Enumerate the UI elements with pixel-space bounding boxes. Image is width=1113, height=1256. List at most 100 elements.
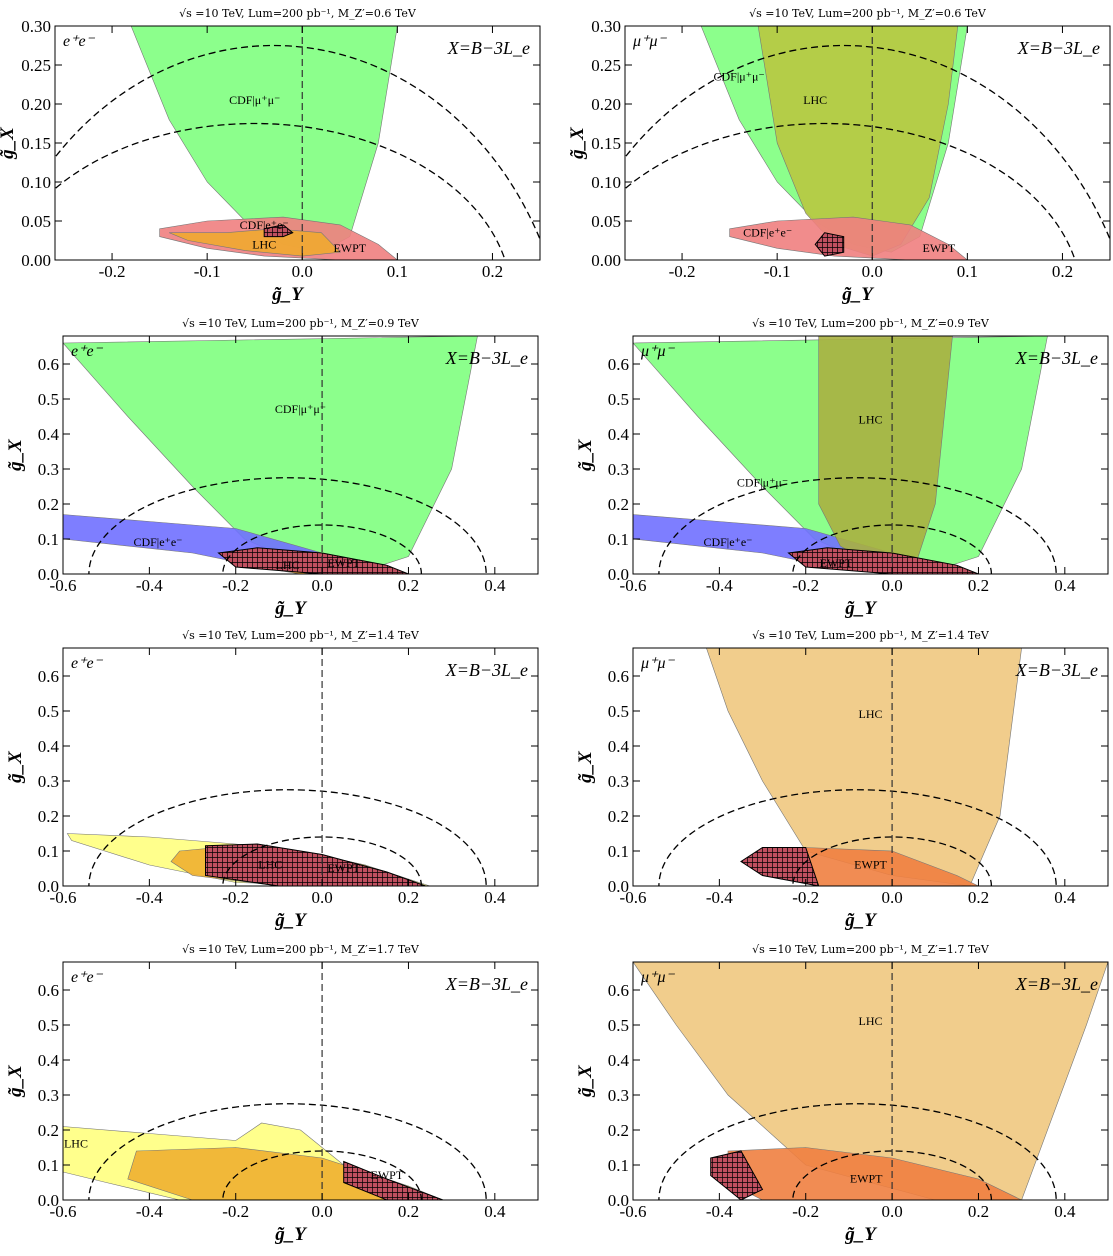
plot-frame [632,961,1109,1201]
region-label: LHC [258,858,282,872]
panel-title: √s =10 TeV, Lum=200 pb⁻¹, M_Z′=0.9 TeV [182,317,420,330]
y-tick-label: 0.6 [38,667,59,686]
plot-frame [632,335,1109,575]
y-tick-label: 0.00 [21,251,51,270]
x-axis-label: g̃_Y [271,284,305,305]
plot-area [633,336,1057,574]
y-tick-label: 0.5 [608,702,629,721]
region-label: EWPT [327,861,360,875]
chart-panel-4: √s =10 TeV, Lum=200 pb⁻¹, M_Z′=0.9 TeV CD… [575,317,1109,619]
y-tick-label: 0.5 [38,702,59,721]
plot-frame [62,647,539,887]
region-label: EWPT [854,858,887,872]
model-label: X=B−3L_e [1015,974,1098,994]
y-tick-label: 0.15 [21,134,51,153]
channel-label: μ⁺μ⁻ [640,969,676,986]
y-tick-label: 0.2 [38,807,59,826]
x-tick-label: -0.2 [222,576,249,595]
dashed-contour-1 [88,477,487,574]
region-hatched [740,847,820,886]
y-tick-label: 0.0 [608,1191,629,1210]
channel-label: μ⁺μ⁻ [640,343,676,360]
y-axis-label: g̃_X [567,126,588,160]
y-tick-label: 0.00 [591,251,621,270]
region-ewpt [217,547,409,574]
panel-title: √s =10 TeV, Lum=200 pb⁻¹, M_Z′=1.4 TeV [182,629,420,642]
plot-area [66,648,487,886]
x-tick-label: 0.2 [968,1202,989,1221]
region-cdf-e-e- [263,224,294,238]
x-tick-label: -0.6 [50,576,77,595]
x-tick-label: -0.2 [222,1202,249,1221]
chart-panel-5: √s =10 TeV, Lum=200 pb⁻¹, M_Z′=1.4 TeV LH… [5,629,539,931]
region-ewpt [787,547,979,574]
x-tick-label: 0.4 [1054,576,1076,595]
chart-panel-2: √s =10 TeV, Lum=200 pb⁻¹, M_Z′=0.6 TeV CD… [567,7,1111,305]
y-tick-label: 0.4 [38,1051,60,1070]
panel-title: √s =10 TeV, Lum=200 pb⁻¹, M_Z′=1.7 TeV [182,943,420,956]
panel-title: √s =10 TeV, Lum=200 pb⁻¹, M_Z′=0.6 TeV [749,7,987,20]
x-tick-label: 0.0 [292,262,313,281]
y-tick-label: 0.1 [38,530,59,549]
model-label: X=B−3L_e [1015,660,1098,680]
x-tick-label: 0.1 [387,262,408,281]
x-tick-label: -0.4 [706,576,733,595]
x-tick-label: 0.0 [311,576,332,595]
channel-label: μ⁺μ⁻ [640,655,676,672]
y-tick-label: 0.0 [608,565,629,584]
y-tick-label: 0.4 [38,425,60,444]
y-tick-label: 0.4 [608,737,630,756]
region-label: EWPT [820,556,853,570]
region-label: CDF|e⁺e⁻ [743,226,792,240]
y-axis-label: g̃_X [575,1064,596,1098]
region-label: LHC [859,1014,883,1028]
y-axis-label: g̃_X [5,438,26,472]
y-tick-label: 0.3 [608,460,629,479]
y-tick-label: 0.0 [38,877,59,896]
y-axis-label: g̃_X [0,126,18,160]
region-label: LHC [859,413,883,427]
x-tick-label: -0.2 [669,262,696,281]
x-tick-label: 0.2 [398,576,419,595]
x-tick-label: -0.1 [194,262,221,281]
y-axis-label: g̃_X [5,750,26,784]
x-tick-label: -0.2 [792,888,819,907]
dashed-contour-1 [88,1103,487,1200]
y-tick-label: 0.2 [608,495,629,514]
y-tick-label: 0.3 [38,1086,59,1105]
x-tick-label: 0.2 [482,262,503,281]
y-tick-label: 0.5 [608,390,629,409]
y-tick-label: 0.10 [21,173,51,192]
x-tick-label: -0.6 [620,888,647,907]
y-tick-label: 0.5 [608,1016,629,1035]
panel-title: √s =10 TeV, Lum=200 pb⁻¹, M_Z′=1.7 TeV [752,943,990,956]
y-tick-label: 0.20 [591,95,621,114]
dashed-contour-2 [625,122,1076,260]
x-tick-label: -0.6 [50,1202,77,1221]
y-axis-label: g̃_X [5,1064,26,1098]
y-tick-label: 0.6 [608,981,629,1000]
y-tick-label: 0.4 [608,1051,630,1070]
y-tick-label: 0.05 [21,212,51,231]
x-tick-label: -0.4 [136,576,163,595]
region-label: LHC [252,237,276,251]
dashed-contour-2 [55,122,506,260]
y-tick-label: 0.4 [608,425,630,444]
region-label: CDF|μ⁺μ⁻ [229,93,280,107]
x-tick-label: 0.0 [311,888,332,907]
x-axis-label: g̃_Y [274,598,308,619]
channel-label: e⁺e⁻ [71,343,104,360]
x-tick-label: -0.4 [706,888,733,907]
x-tick-label: 0.0 [862,262,883,281]
x-tick-label: 0.4 [484,1202,506,1221]
y-tick-label: 0.3 [608,1086,629,1105]
y-axis-label: g̃_X [575,438,596,472]
chart-panel-1: √s =10 TeV, Lum=200 pb⁻¹, M_Z′=0.6 TeV CD… [0,7,541,305]
y-tick-label: 0.10 [591,173,621,192]
y-tick-label: 0.05 [591,212,621,231]
x-tick-label: 0.4 [1054,888,1076,907]
region-cdf-e-e- [814,232,845,257]
x-tick-label: -0.2 [792,1202,819,1221]
panel-title: √s =10 TeV, Lum=200 pb⁻¹, M_Z′=0.9 TeV [752,317,990,330]
x-tick-label: 0.0 [311,1202,332,1221]
